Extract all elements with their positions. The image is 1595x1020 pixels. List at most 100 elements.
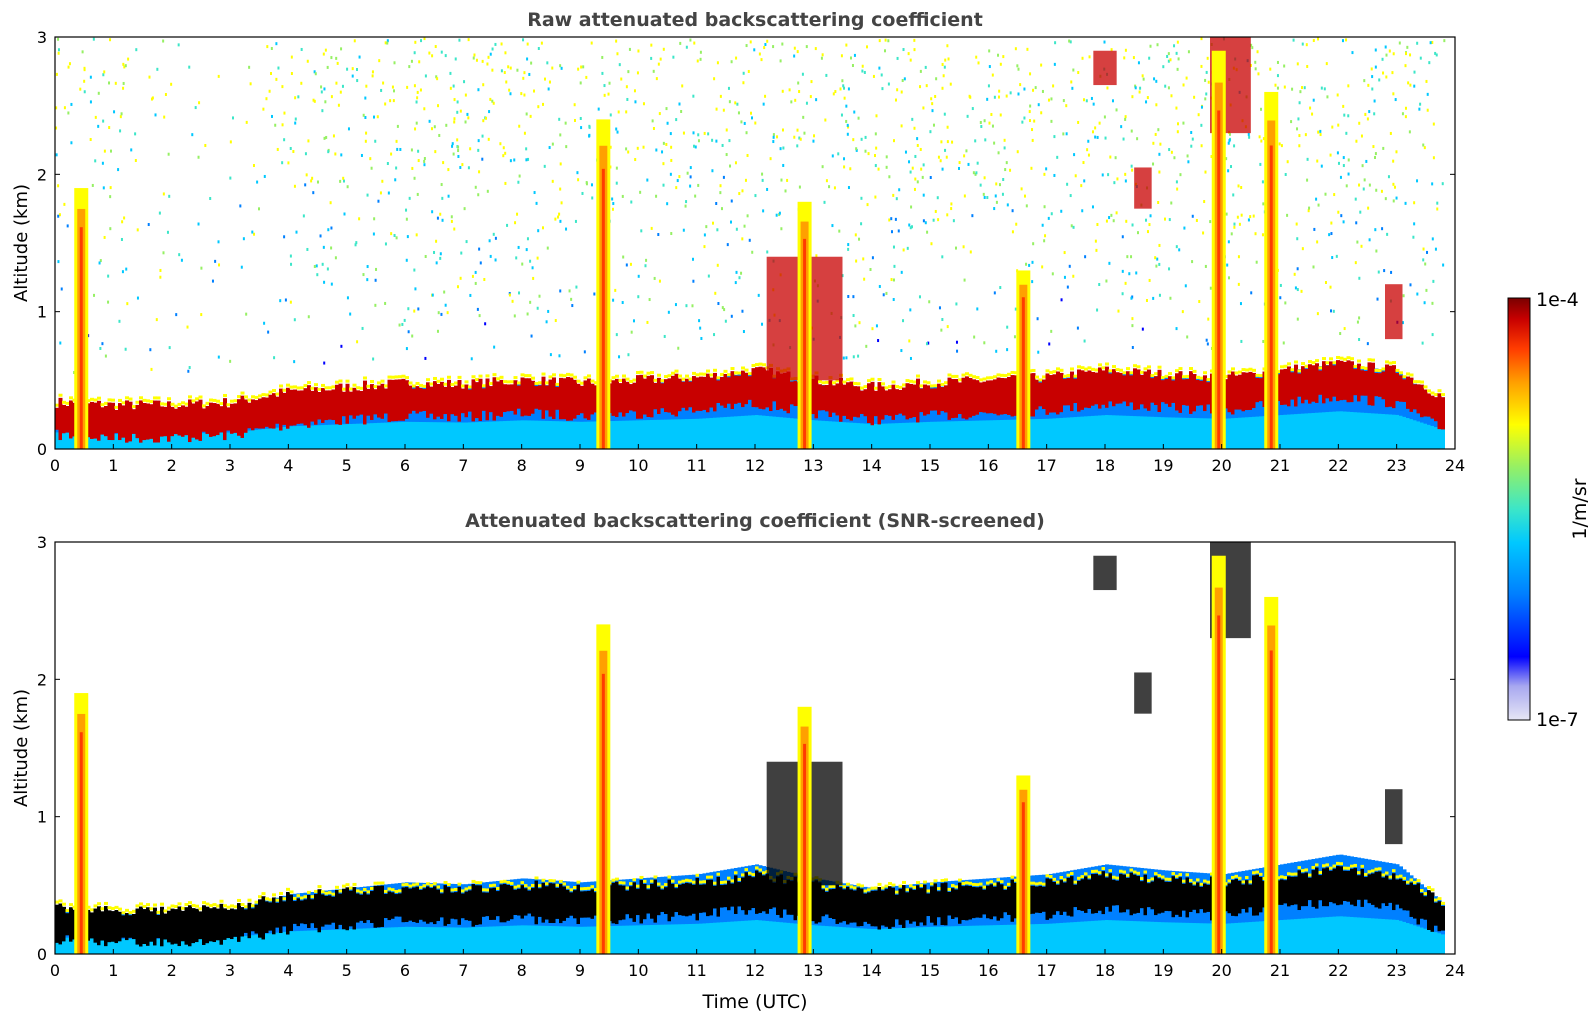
boundary-layer-band <box>548 883 553 923</box>
aerosol-column <box>657 382 661 449</box>
noise-pixel <box>749 40 752 44</box>
surface-layer-column <box>1336 411 1340 449</box>
noise-pixel <box>351 67 354 71</box>
surface-layer-column <box>146 433 150 449</box>
surface-layer-column <box>335 929 339 954</box>
aerosol-column <box>1346 364 1351 449</box>
aerosol-column <box>1070 376 1074 449</box>
panel-screened-title: Attenuated backscattering coefficient (S… <box>465 510 1045 532</box>
noise-pixel <box>1200 144 1203 148</box>
boundary-layer-band <box>1332 365 1337 397</box>
surface-layer-column <box>370 928 374 954</box>
noise-pixel <box>1106 86 1109 90</box>
boundary-layer-edge <box>594 888 598 892</box>
surface-layer-column <box>916 927 920 954</box>
noise-pixel <box>457 149 460 153</box>
boundary-layer-band <box>359 894 364 921</box>
boundary-layer-edge <box>534 876 539 880</box>
surface-layer-column <box>1150 416 1155 449</box>
boundary-layer-band <box>170 406 175 437</box>
noise-pixel <box>625 110 628 114</box>
aerosol-column <box>1147 375 1151 449</box>
surface-layer-column <box>331 929 336 954</box>
surface-layer-column <box>793 923 798 954</box>
x-tick-label: 23 <box>1386 456 1406 475</box>
boundary-layer-edge <box>293 385 297 389</box>
noise-pixel <box>1167 59 1170 63</box>
aerosol-column <box>1294 862 1298 954</box>
surface-layer-column <box>69 432 73 449</box>
boundary-layer-band <box>132 409 136 434</box>
boundary-layer-edge <box>174 904 178 908</box>
noise-pixel <box>119 115 122 119</box>
surface-layer-column <box>1007 924 1011 954</box>
noise-pixel <box>197 222 200 226</box>
noise-pixel <box>366 193 369 197</box>
surface-layer-column <box>261 429 266 449</box>
noise-pixel <box>1392 199 1395 203</box>
surface-layer-column <box>149 938 154 954</box>
boundary-layer-band <box>671 375 675 415</box>
noise-pixel <box>533 191 536 195</box>
noise-pixel <box>518 174 521 178</box>
boundary-layer-band <box>793 381 798 407</box>
surface-layer-column <box>146 938 150 954</box>
boundary-layer-band <box>1357 875 1361 900</box>
noise-pixel <box>814 47 817 51</box>
boundary-layer-edge <box>912 380 917 384</box>
boundary-layer-band <box>1336 866 1340 906</box>
surface-layer-column <box>877 423 882 449</box>
noise-pixel <box>711 169 714 173</box>
boundary-layer-edge <box>317 885 322 889</box>
noise-pixel <box>554 217 557 221</box>
boundary-layer-band <box>643 883 647 920</box>
aerosol-column <box>1357 365 1361 449</box>
surface-layer-column <box>975 925 980 954</box>
noise-pixel <box>1422 258 1425 262</box>
aerosol-column <box>569 881 574 954</box>
boundary-layer-edge <box>989 880 994 884</box>
boundary-layer-edge <box>755 866 759 870</box>
noise-pixel <box>909 356 912 360</box>
noise-pixel <box>384 41 387 45</box>
aerosol-column <box>618 384 623 449</box>
noise-pixel <box>477 139 480 143</box>
noise-pixel <box>780 178 783 182</box>
noise-pixel <box>803 131 806 135</box>
surface-layer-column <box>688 923 693 954</box>
surface-layer-column <box>387 927 392 954</box>
noise-pixel <box>943 112 946 116</box>
aerosol-column <box>506 385 511 449</box>
boundary-layer-edge <box>160 402 164 406</box>
noise-pixel <box>1339 332 1342 336</box>
noise-pixel <box>845 356 848 360</box>
boundary-layer-edge <box>188 395 192 399</box>
boundary-layer-edge <box>1346 866 1351 870</box>
boundary-layer-band <box>237 399 241 436</box>
surface-layer-column <box>461 422 465 449</box>
noise-pixel <box>423 107 426 111</box>
boundary-layer-edge <box>744 868 749 872</box>
noise-pixel <box>847 247 850 251</box>
surface-layer-column <box>867 928 871 954</box>
surface-layer-column <box>1364 412 1368 449</box>
boundary-layer-band <box>902 885 906 929</box>
surface-layer-column <box>1066 922 1071 954</box>
noise-pixel <box>522 38 525 42</box>
noise-pixel <box>1332 309 1335 313</box>
boundary-layer-band <box>422 388 427 411</box>
aerosol-column <box>1224 873 1228 954</box>
noise-pixel <box>910 205 913 209</box>
noise-pixel <box>1031 280 1034 284</box>
aerosol-column <box>1105 864 1109 954</box>
noise-pixel <box>1340 214 1343 218</box>
surface-layer-column <box>758 920 763 954</box>
surface-layer-column <box>398 422 402 449</box>
noise-pixel <box>796 144 799 148</box>
boundary-layer-edge <box>1402 375 1407 379</box>
surface-layer-column <box>223 937 227 954</box>
noise-pixel <box>874 132 877 136</box>
boundary-layer-edge <box>135 400 140 404</box>
boundary-layer-band <box>650 375 654 418</box>
noise-pixel <box>675 118 678 122</box>
